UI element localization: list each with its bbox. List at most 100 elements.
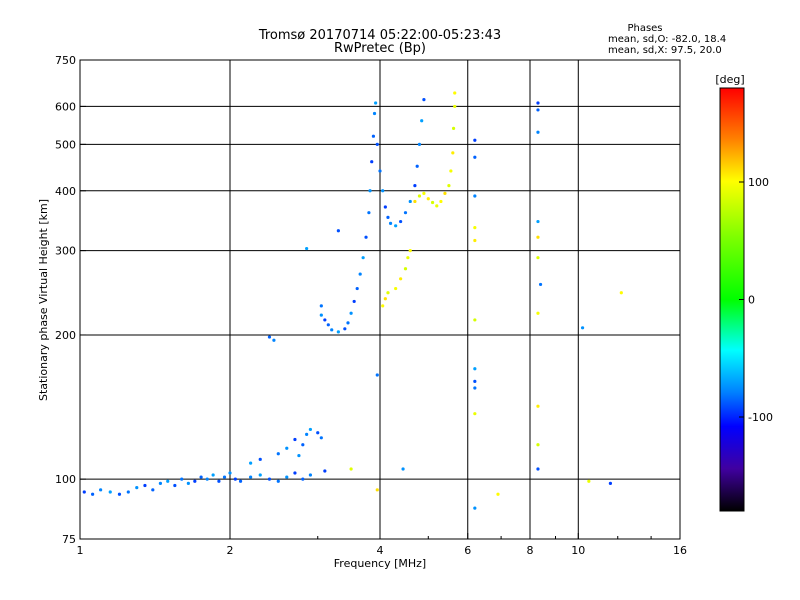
o-mode-point: [408, 199, 412, 204]
x-mode-point: [536, 443, 540, 447]
x-mode-point: [406, 256, 410, 260]
x-mode-point: [399, 277, 403, 281]
x-mode-point: [536, 235, 540, 239]
o-mode-point: [378, 169, 382, 173]
o-mode-point: [336, 330, 340, 334]
y-tick-label: 200: [55, 329, 76, 342]
o-mode-point: [193, 479, 197, 483]
o-mode-point: [473, 379, 477, 383]
o-mode-point: [473, 367, 477, 371]
x-mode-point: [587, 479, 591, 483]
o-mode-point: [355, 286, 359, 291]
o-mode-point: [316, 431, 320, 435]
o-mode-point: [403, 211, 408, 215]
o-mode-point: [99, 488, 103, 492]
x-tick-label: 1: [77, 544, 84, 557]
o-mode-point: [211, 473, 215, 477]
o-mode-point: [473, 506, 477, 510]
y-tick-label: 300: [55, 245, 76, 258]
o-mode-point: [293, 471, 297, 475]
y-tick-label: 500: [55, 138, 76, 151]
o-mode-point: [388, 221, 393, 225]
o-mode-point: [199, 475, 203, 479]
x-mode-point: [449, 169, 453, 173]
y-tick-label: 600: [55, 100, 76, 113]
o-mode-point: [319, 313, 323, 317]
o-mode-point: [401, 467, 405, 471]
o-mode-point: [108, 490, 112, 494]
o-mode-point: [158, 481, 163, 485]
o-mode-point: [186, 481, 190, 485]
o-mode-point: [420, 119, 424, 123]
x-mode-point: [394, 286, 398, 291]
o-mode-point: [422, 97, 426, 102]
o-mode-point: [536, 101, 540, 105]
o-mode-point: [151, 488, 155, 492]
o-mode-point: [293, 437, 297, 442]
o-mode-point: [370, 160, 374, 164]
o-mode-point: [249, 475, 253, 479]
o-mode-point: [372, 111, 377, 116]
o-mode-point: [126, 490, 130, 494]
o-mode-point: [323, 318, 327, 322]
o-mode-point: [222, 475, 227, 479]
o-mode-point: [82, 490, 86, 494]
chart-title: Tromsø 20170714 05:22:00-05:23:43: [258, 28, 501, 43]
o-mode-point: [305, 246, 309, 251]
y-tick-label: 400: [55, 185, 76, 198]
o-mode-point: [358, 272, 362, 276]
o-mode-point: [417, 142, 422, 146]
o-mode-point: [297, 453, 301, 458]
o-mode-point: [367, 211, 371, 215]
x-mode-point: [473, 238, 477, 243]
o-mode-point: [180, 477, 184, 481]
x-mode-point: [435, 204, 439, 208]
x-mode-point: [349, 467, 353, 471]
o-mode-point: [413, 184, 417, 188]
o-mode-point: [238, 479, 243, 483]
o-mode-point: [319, 304, 323, 308]
o-mode-point: [473, 155, 477, 159]
o-mode-point: [91, 492, 95, 496]
o-mode-point: [308, 427, 313, 432]
x-tick-label: 2: [227, 544, 234, 557]
y-tick-label: 75: [62, 533, 76, 546]
x-mode-point: [619, 291, 623, 295]
o-mode-point: [135, 486, 139, 490]
o-mode-point: [346, 321, 350, 325]
x-tick-label: 8: [527, 544, 534, 557]
o-mode-point: [399, 219, 403, 224]
o-mode-point: [473, 386, 477, 390]
o-mode-point: [285, 446, 289, 450]
o-mode-point: [276, 479, 280, 483]
o-mode-point: [343, 327, 347, 331]
x-mode-point: [536, 404, 540, 408]
o-mode-point: [375, 142, 379, 146]
o-mode-point: [375, 373, 379, 377]
o-mode-point: [330, 328, 334, 332]
o-mode-point: [301, 443, 305, 447]
legend-o-stats: mean, sd,O: -82.0, 18.4: [608, 34, 726, 45]
x-mode-point: [496, 492, 500, 496]
o-mode-point: [258, 457, 262, 461]
o-mode-point: [580, 326, 585, 330]
x-mode-point: [453, 91, 457, 95]
x-mode-point: [451, 126, 456, 130]
x-axis-label: Frequency [MHz]: [334, 557, 426, 570]
x-tick-label: 16: [673, 544, 687, 557]
x-mode-point: [375, 488, 379, 492]
o-mode-point: [305, 432, 309, 437]
o-mode-point: [117, 492, 122, 496]
o-mode-point: [536, 219, 540, 224]
o-mode-point: [473, 138, 477, 142]
o-mode-point: [326, 323, 330, 327]
o-mode-point: [319, 436, 323, 440]
o-mode-point: [301, 477, 305, 481]
colorbar-tick-label: 100: [748, 176, 769, 189]
colorbar-ticks: 100 0 -100: [739, 176, 773, 424]
o-mode-point: [349, 311, 353, 315]
x-mode-point: [473, 318, 477, 322]
o-mode-point: [308, 473, 313, 477]
o-mode-point: [205, 477, 209, 481]
o-mode-point: [538, 282, 543, 287]
